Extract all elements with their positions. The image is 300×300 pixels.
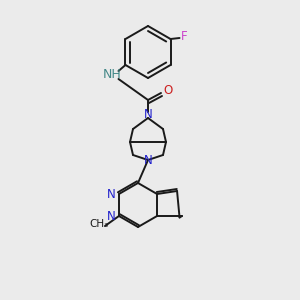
Text: O: O	[164, 83, 172, 97]
Text: F: F	[181, 31, 188, 44]
Text: N: N	[106, 209, 115, 223]
Text: NH: NH	[103, 68, 122, 82]
Text: CH₃: CH₃	[89, 219, 109, 229]
Text: N: N	[144, 107, 152, 121]
Text: N: N	[106, 188, 115, 200]
Text: N: N	[144, 154, 152, 167]
